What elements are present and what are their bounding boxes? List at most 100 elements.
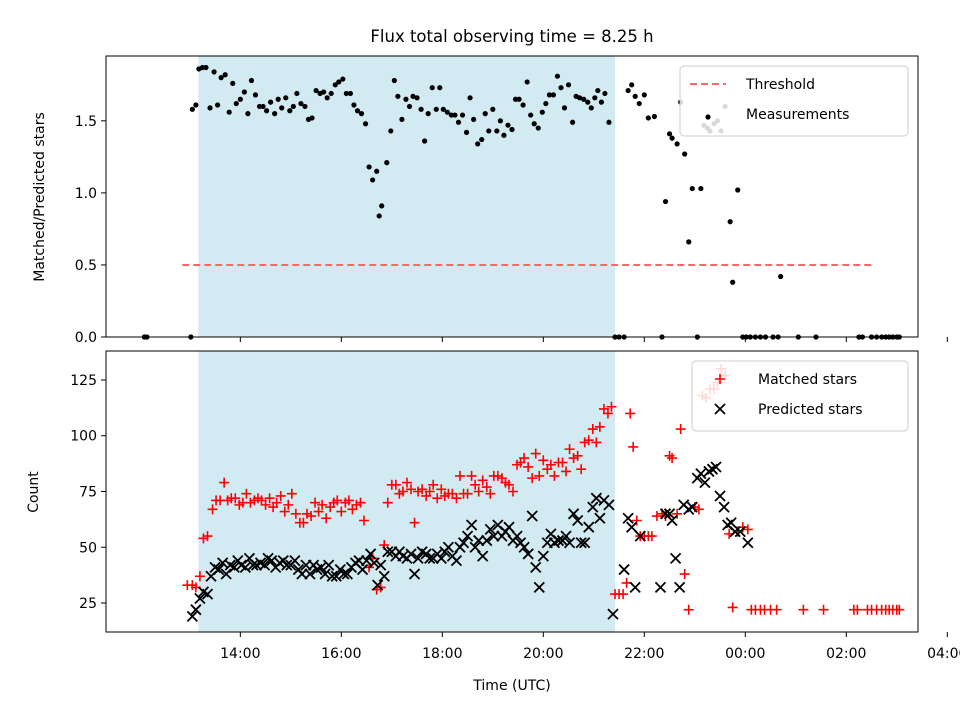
- matched-star-point: [260, 499, 271, 510]
- matched-star-point: [481, 482, 492, 493]
- measurement-point: [602, 90, 608, 97]
- matched-star-point: [771, 604, 782, 615]
- measurement-point: [588, 105, 594, 111]
- matched-star-point: [290, 508, 301, 519]
- ratio-axes-frame: [105, 55, 919, 338]
- matched-star-point: [587, 424, 598, 435]
- measurement-point: [272, 111, 278, 117]
- measurement-point: [351, 102, 357, 108]
- measurement-point: [482, 111, 488, 117]
- matched-star-point: [432, 493, 443, 504]
- y-tick-label: 50: [79, 540, 97, 556]
- measurement-point: [452, 112, 458, 118]
- matched-star-point: [545, 459, 556, 470]
- measurement-point: [592, 95, 598, 101]
- legend-label: Threshold: [745, 77, 815, 93]
- x-tick-label: 00:00: [725, 646, 765, 662]
- predicted-star-point: [618, 563, 630, 576]
- matched-star-point: [628, 441, 639, 452]
- measurement-point: [459, 112, 466, 118]
- measurement-point: [479, 136, 485, 143]
- matched-star-point: [470, 479, 481, 490]
- predicted-star-point: [296, 568, 308, 580]
- y-tick-label: 0.0: [75, 330, 97, 346]
- measurement-point: [391, 77, 397, 84]
- predicted-star-point: [326, 570, 338, 582]
- measurement-point: [645, 115, 651, 121]
- matched-star-point: [675, 424, 686, 435]
- matched-star-point: [397, 486, 408, 497]
- matched-star-point: [477, 475, 488, 486]
- matched-star-point: [219, 477, 230, 488]
- matched-star-point: [602, 408, 613, 419]
- predicted-star-point: [699, 476, 711, 489]
- measurement-point: [343, 90, 349, 97]
- matched-star-point: [454, 470, 465, 481]
- predicted-star-point: [666, 514, 678, 527]
- matched-star-point: [401, 477, 412, 488]
- matched-star-point: [572, 450, 583, 461]
- matched-star-point: [523, 461, 534, 472]
- predicted-star-point: [323, 559, 335, 571]
- measurement-point: [598, 99, 604, 105]
- predicted-star-point: [552, 534, 565, 547]
- predicted-star-point: [360, 554, 373, 567]
- y-tick-label: 75: [79, 485, 97, 501]
- matched-star-point: [646, 531, 657, 542]
- measurement-point: [554, 73, 561, 79]
- measurement-point: [471, 116, 477, 123]
- measurement-point: [336, 79, 342, 85]
- matched-star-point: [462, 488, 473, 499]
- measurement-point: [505, 122, 511, 128]
- matched-star-point: [591, 437, 602, 448]
- x-tick-label: 18:00: [422, 646, 462, 662]
- measurement-point: [455, 119, 462, 125]
- chart-title: Flux total observing time = 8.25 h: [370, 27, 653, 46]
- y-tick-label: 1.0: [75, 186, 97, 202]
- matched-star-point: [336, 506, 347, 517]
- predicted-star-point: [289, 554, 301, 567]
- legend-matched-swatch: [715, 374, 725, 384]
- predicted-star-point: [228, 561, 240, 573]
- measurement-point: [237, 96, 243, 102]
- matched-star-point: [317, 499, 328, 510]
- predicted-star-point: [356, 563, 369, 576]
- predicted-star-point: [742, 537, 754, 549]
- measurement-point: [429, 85, 435, 91]
- matched-star-point: [264, 493, 275, 504]
- predicted-star-point: [304, 568, 316, 580]
- measurement-point: [577, 95, 583, 101]
- matched-star-point: [594, 421, 605, 432]
- predicted-star-point: [488, 530, 500, 542]
- matched-star-point: [503, 479, 514, 490]
- matched-star-point: [313, 506, 324, 517]
- measurement-point: [218, 75, 224, 81]
- measurement-point: [324, 95, 330, 101]
- matched-star-point: [310, 497, 321, 508]
- predicted-star-point: [461, 530, 474, 542]
- measurement-point: [241, 89, 247, 95]
- measurement-point: [735, 187, 741, 193]
- predicted-star-point: [465, 519, 478, 531]
- predicted-star-point: [481, 534, 493, 547]
- predicted-star-point: [212, 563, 225, 576]
- matched-star-point: [428, 479, 439, 490]
- matched-star-point: [527, 473, 538, 484]
- measurement-point: [290, 103, 296, 110]
- measurement-point: [362, 121, 369, 127]
- measurement-point: [730, 279, 736, 285]
- measurement-point: [546, 92, 552, 98]
- measurement-point: [395, 93, 401, 99]
- measurement-point: [414, 95, 420, 101]
- matched-star-point: [485, 488, 496, 499]
- matched-star-point: [275, 490, 286, 501]
- matched-star-point: [683, 604, 694, 615]
- predicted-star-point: [563, 537, 576, 549]
- predicted-star-point: [450, 554, 463, 567]
- predicted-star-point: [518, 541, 530, 553]
- predicted-star-point: [533, 581, 545, 594]
- matched-star-point: [798, 604, 809, 615]
- measurement-point: [585, 99, 591, 105]
- measurement-point: [203, 64, 209, 71]
- predicted-star-point: [629, 581, 641, 594]
